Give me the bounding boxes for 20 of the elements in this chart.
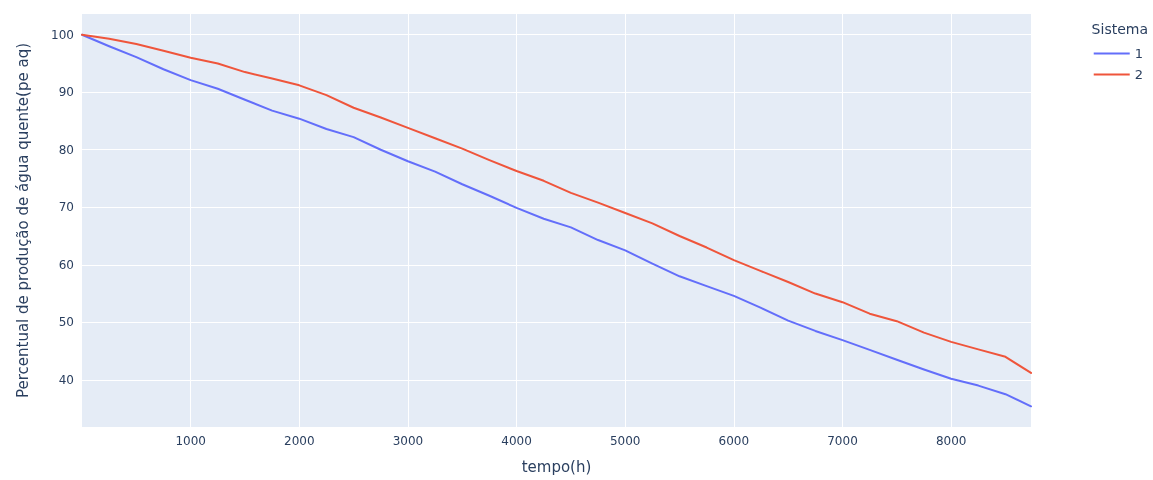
x-tick-label: 8000 [935,434,967,448]
legend-title: Sistema [1091,21,1148,37]
x-tick-label: 1000 [175,434,206,448]
y-tick-label: 80 [58,142,74,157]
y-tick-label: 70 [58,200,74,215]
y-tick-label: 100 [51,27,74,42]
x-tick-label: 2000 [284,434,315,448]
y-axis-title: Percentual de produção de água quente(pe aq) [13,42,32,399]
x-tick-label: 6000 [718,434,750,448]
x-tick-label: 4000 [501,434,532,448]
legend-label: 1 [1134,46,1144,61]
x-tick-label: 3000 [392,434,424,448]
y-tick-label: 40 [58,372,74,387]
x-tick-label: 5000 [609,434,641,448]
y-tick-label: 90 [58,85,74,100]
y-tick-label: 50 [58,315,74,330]
y-tick-label: 60 [58,257,74,272]
x-tick-label: 7000 [827,434,858,448]
legend-label: 2 [1134,67,1144,82]
x-axis-title: tempo(h) [521,457,592,476]
